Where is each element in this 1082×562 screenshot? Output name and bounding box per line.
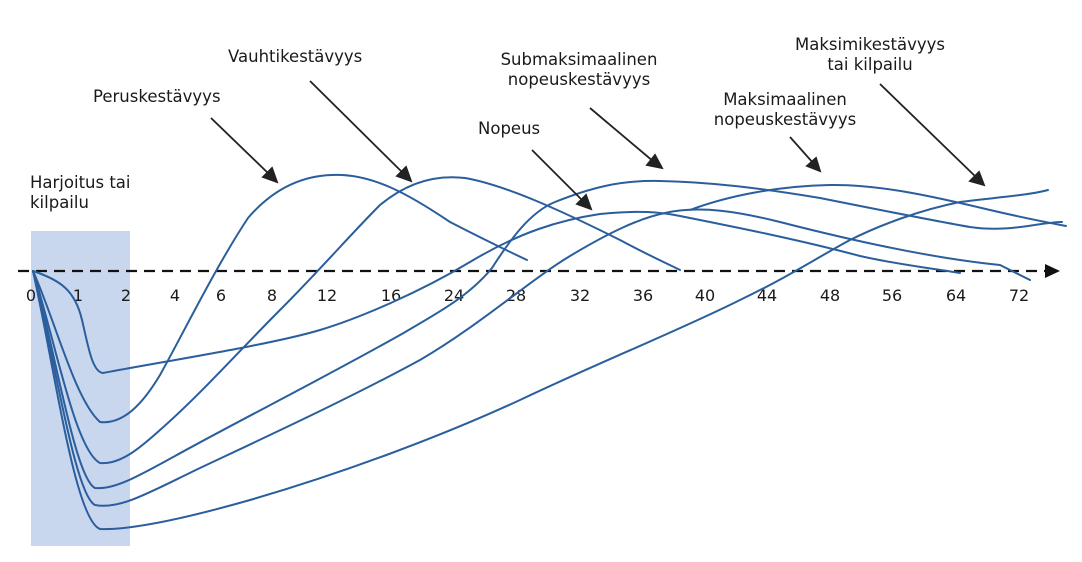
label-submax: Submaksimaalinen nopeuskestävyys bbox=[486, 50, 672, 90]
label-line: Submaksimaalinen bbox=[500, 50, 658, 69]
arrow-maxkest bbox=[879, 83, 978, 179]
tick-label: 72 bbox=[1009, 286, 1029, 305]
label-line: nopeuskestävyys bbox=[507, 70, 651, 89]
label-line: tai kilpailu bbox=[827, 55, 913, 74]
curve-nopeus bbox=[32, 176, 681, 465]
curve-maxkest-peak bbox=[689, 183, 1067, 227]
tick-label: 36 bbox=[633, 286, 653, 305]
label-nopeus: Nopeus bbox=[478, 119, 540, 139]
tick-label: 4 bbox=[170, 286, 180, 305]
label-workout-line: Harjoitus tai bbox=[30, 173, 131, 192]
tick-label: 0 bbox=[26, 286, 36, 305]
arrow-perus bbox=[210, 117, 271, 176]
label-line: Peruskestävyys bbox=[93, 87, 221, 106]
label-vauhtikestavyys: Vauhtikestävyys bbox=[228, 47, 362, 67]
arrow-maxkest-head bbox=[968, 170, 986, 187]
tick-label: 48 bbox=[820, 286, 840, 305]
label-workout: Harjoitus tai kilpailu bbox=[30, 173, 131, 213]
curve-maxkest bbox=[32, 189, 1049, 531]
tick-label: 64 bbox=[946, 286, 966, 305]
arrow-perus-head bbox=[261, 166, 279, 184]
tick-label: 6 bbox=[216, 286, 226, 305]
label-peruskestavyys: Peruskestävyys bbox=[93, 87, 221, 107]
tick-label: 32 bbox=[570, 286, 590, 305]
tick-label: 44 bbox=[757, 286, 777, 305]
tick-label: 56 bbox=[882, 286, 902, 305]
tick-label: 12 bbox=[317, 286, 337, 305]
curve-peruskestavyys bbox=[32, 210, 961, 374]
arrow-submax bbox=[589, 107, 655, 163]
label-workout-line: kilpailu bbox=[30, 193, 89, 212]
arrow-maxnop bbox=[789, 136, 815, 165]
tick-label: 24 bbox=[444, 286, 464, 305]
curve-maxnop bbox=[32, 208, 1031, 507]
label-line: Maksimaalinen bbox=[723, 90, 847, 109]
x-axis-arrowhead bbox=[1045, 264, 1060, 278]
tick-label: 8 bbox=[267, 286, 277, 305]
curve-submax bbox=[32, 179, 1063, 490]
arrow-vauhti bbox=[309, 80, 405, 175]
arrow-maxnop-head bbox=[805, 156, 822, 173]
tick-label: 1 bbox=[73, 286, 83, 305]
label-line: nopeuskestävyys bbox=[713, 110, 857, 129]
workout-band bbox=[31, 231, 130, 546]
label-maxkest: Maksimikestävyys tai kilpailu bbox=[780, 35, 960, 75]
arrow-nopeus bbox=[531, 149, 585, 203]
tick-label: 2 bbox=[121, 286, 131, 305]
arrow-submax-head bbox=[645, 153, 664, 170]
label-line: Vauhtikestävyys bbox=[228, 47, 363, 66]
arrow-vauhti-head bbox=[395, 165, 413, 183]
label-maxnop: Maksimaalinen nopeuskestävyys bbox=[700, 90, 870, 130]
tick-label: 40 bbox=[695, 286, 715, 305]
arrow-nopeus-head bbox=[575, 193, 593, 211]
label-line: Maksimikestävyys bbox=[795, 35, 945, 54]
curve-vauhtikestavyys bbox=[32, 173, 528, 424]
label-line: Nopeus bbox=[478, 119, 541, 138]
x-axis-ticks: 0 1 2 4 6 8 12 16 24 28 32 36 40 44 48 5… bbox=[26, 286, 1029, 305]
